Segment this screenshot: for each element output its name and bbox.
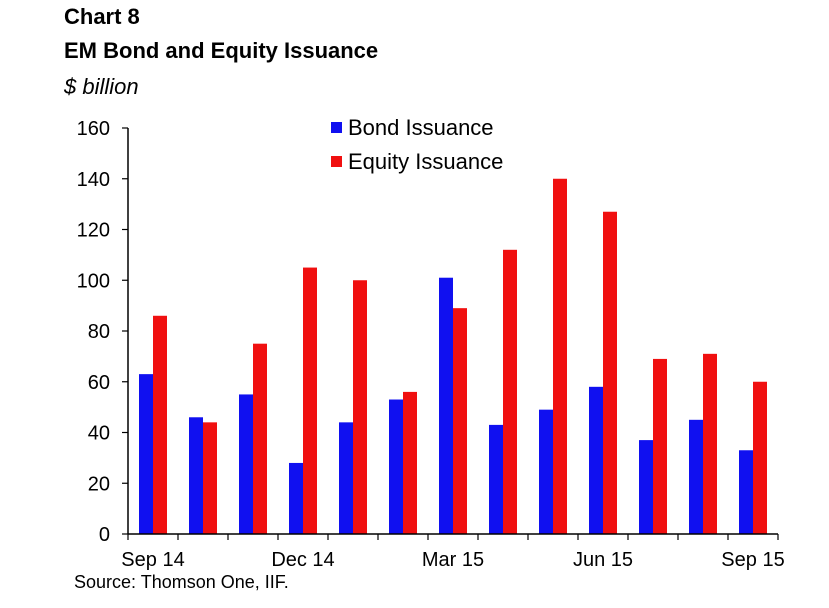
bond-bar-jan-15 [339, 422, 353, 534]
y-tick-label: 160 [77, 118, 110, 140]
x-tick-label: Jun 15 [573, 549, 633, 571]
source-note: Source: Thomson One, IIF. [74, 572, 289, 592]
chart-number: Chart 8 [64, 4, 140, 29]
equity-bar-aug-15 [703, 353, 717, 534]
x-tick-label: Mar 15 [422, 549, 484, 571]
y-tick-label: 120 [77, 220, 110, 242]
legend: Bond Issuance Equity Issuance [331, 115, 503, 174]
y-axis-unit: $ billion [64, 74, 139, 99]
x-tick-label: Sep 15 [721, 549, 784, 571]
equity-bar-jul-15 [653, 358, 667, 534]
bond-bar-dec-14 [289, 462, 303, 534]
x-tick-label: Sep 14 [121, 549, 184, 571]
bond-bar-sep-15 [739, 450, 753, 534]
equity-bar-jun-15 [603, 211, 617, 535]
equity-bar-jan-15 [353, 280, 367, 534]
y-tick-label: 140 [77, 169, 110, 191]
bars-group [139, 178, 767, 535]
bond-bar-oct-14 [189, 417, 203, 534]
equity-bar-sep-15 [753, 381, 767, 534]
y-tick-label: 40 [88, 423, 110, 445]
bond-bar-feb-15 [389, 399, 403, 534]
y-tick-label: 20 [88, 473, 110, 495]
equity-bar-mar-15 [453, 308, 467, 534]
equity-bar-dec-14 [303, 267, 317, 534]
bond-bar-nov-14 [239, 394, 253, 534]
chart-title: EM Bond and Equity Issuance [64, 38, 379, 63]
bond-bar-mar-15 [439, 277, 453, 534]
equity-bar-sep-14 [153, 315, 167, 534]
bond-bar-aug-15 [689, 419, 703, 534]
equity-bar-feb-15 [403, 391, 417, 534]
bond-bar-sep-14 [139, 374, 153, 534]
x-axis: Sep 14 Dec 14 Mar 15 Jun 15 Sep 15 [121, 533, 785, 571]
y-tick-label: 80 [88, 321, 110, 343]
equity-bar-may-15 [553, 178, 567, 534]
bond-bar-may-15 [539, 409, 553, 534]
equity-legend-swatch [331, 156, 342, 167]
bond-bar-jul-15 [639, 440, 653, 534]
bond-bar-apr-15 [489, 424, 503, 534]
equity-legend-label: Equity Issuance [348, 149, 503, 174]
bond-legend-swatch [331, 122, 342, 133]
equity-bar-nov-14 [253, 343, 267, 534]
bond-bar-jun-15 [589, 386, 603, 534]
x-tick-label: Dec 14 [271, 549, 334, 571]
y-axis: 0 20 40 60 80 100 120 140 160 [77, 118, 129, 546]
equity-bar-apr-15 [503, 249, 517, 535]
y-tick-label: 100 [77, 270, 110, 292]
bond-legend-label: Bond Issuance [348, 115, 494, 140]
equity-bar-oct-14 [203, 422, 217, 534]
y-tick-label: 0 [99, 524, 110, 546]
y-tick-label: 60 [88, 372, 110, 394]
